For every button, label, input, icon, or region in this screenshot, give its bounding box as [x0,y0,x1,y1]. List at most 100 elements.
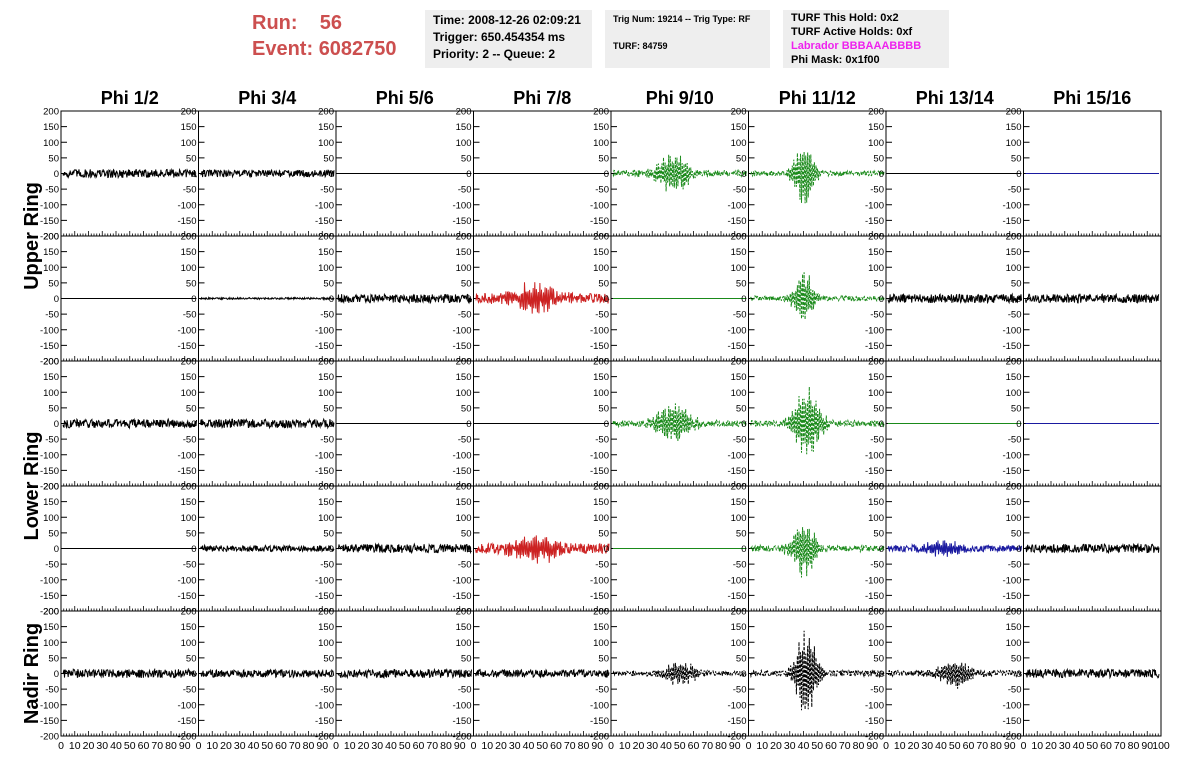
y-tick-label: -50 [595,560,609,571]
turf-info-box: TURF This Hold: 0x2 TURF Active Holds: 0… [783,10,949,68]
y-tick-label: -50 [595,310,609,321]
y-tick-label: 150 [456,372,472,383]
y-tick-label: 150 [181,497,197,508]
x-tick-label: 50 [1086,740,1098,752]
y-tick-label: -100 [452,700,471,711]
x-tick-label: 70 [976,740,988,752]
y-tick-label: -150 [452,341,471,352]
y-tick-label: 100 [456,638,472,649]
y-tick-label: 200 [318,607,334,618]
y-tick-label: 100 [1006,638,1022,649]
x-tick-label: 40 [660,740,672,752]
x-tick-label: 30 [646,740,658,752]
y-tick-label: 50 [1011,153,1022,164]
y-tick-label: 150 [318,122,334,133]
y-tick-label: 200 [1006,107,1022,118]
x-tick-label: 90 [866,740,878,752]
y-tick-label: -100 [727,575,746,586]
y-tick-label: 100 [318,138,334,149]
y-tick-label: 200 [731,357,747,368]
waveform-trace [200,168,335,179]
x-tick-label: 60 [275,740,287,752]
y-tick-label: -50 [1008,310,1022,321]
y-tick-label: 150 [43,372,59,383]
y-tick-label: 100 [181,638,197,649]
y-tick-label: 50 [186,153,197,164]
y-tick-label: -150 [315,216,334,227]
y-tick-label: 50 [48,403,59,414]
y-tick-label: -50 [595,435,609,446]
x-tick-label: 70 [151,740,163,752]
y-tick-label: -50 [45,685,59,696]
y-tick-label: -100 [315,325,334,336]
y-tick-label: -150 [315,591,334,602]
x-tick-label: 20 [220,740,232,752]
y-tick-label: 200 [43,232,59,243]
y-tick-label: 200 [456,607,472,618]
x-tick-label: 0 [608,740,614,752]
y-tick-label: 200 [593,232,609,243]
y-tick-label: -50 [45,310,59,321]
panel-r1-c1: 200 150 100 50 0 -50 -100 -150 -200 [40,107,199,243]
waveform-trace [475,535,610,564]
x-tick-label: 70 [426,740,438,752]
y-tick-label: 150 [731,372,747,383]
y-tick-label: 200 [456,482,472,493]
y-tick-label: -200 [1002,732,1021,743]
y-tick-label: 200 [593,357,609,368]
column-title-2: Phi 3/4 [238,88,296,108]
panel-r5-c4: 200 150 100 50 0 -50 -100 -150 -200 [452,607,612,743]
y-tick-label: 100 [1006,263,1022,274]
x-tick-label: 0 [58,740,64,752]
y-tick-label: 100 [456,263,472,274]
waveform-trace [750,272,885,320]
y-tick-label: 200 [318,357,334,368]
y-tick-label: -100 [452,575,471,586]
y-tick-label: -50 [733,185,747,196]
y-tick-label: 100 [456,388,472,399]
y-tick-label: -100 [1002,325,1021,336]
y-tick-label: 0 [329,169,334,180]
x-tick-label: 70 [839,740,851,752]
y-tick-label: -150 [452,716,471,727]
y-tick-label: 100 [456,513,472,524]
x-tick-label: 0 [746,740,752,752]
y-tick-label: 150 [456,497,472,508]
y-tick-label: -50 [458,310,472,321]
turf-text: TURF: 84759 [613,41,668,51]
panel-r5-c7: 200 150 100 50 0 -50 -100 -150 -200 [865,607,1024,743]
x-tick-label: 70 [701,740,713,752]
y-tick-label: 0 [879,669,884,680]
y-tick-label: -100 [1002,700,1021,711]
y-tick-label: -50 [595,185,609,196]
y-tick-label: -100 [1002,450,1021,461]
y-tick-label: -50 [45,560,59,571]
y-tick-label: 50 [736,653,747,664]
y-tick-label: -150 [40,591,59,602]
y-tick-label: 200 [731,607,747,618]
y-tick-label: 150 [43,497,59,508]
x-tick-label: 50 [674,740,686,752]
y-tick-label: 200 [593,107,609,118]
y-tick-label: 200 [731,232,747,243]
y-tick-label: -100 [727,700,746,711]
y-tick-label: -150 [590,216,609,227]
y-tick-label: 100 [593,638,609,649]
waveform-trace [887,540,1022,557]
waveform-trace [62,417,197,430]
y-tick-label: 200 [593,482,609,493]
y-tick-label: -100 [727,325,746,336]
y-tick-label: -200 [40,607,59,618]
y-tick-label: 200 [731,107,747,118]
x-tick-label: 80 [1128,740,1140,752]
x-tick-label: 30 [1059,740,1071,752]
x-tick-label: 40 [1073,740,1085,752]
y-tick-label: 200 [43,107,59,118]
waveform-trace [750,630,885,711]
y-tick-label: 200 [868,232,884,243]
